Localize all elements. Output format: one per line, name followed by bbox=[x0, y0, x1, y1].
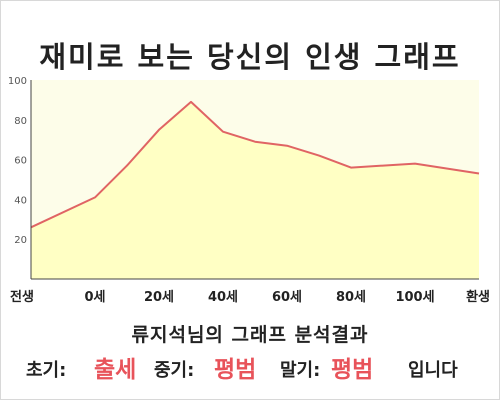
late-value: 평범 bbox=[331, 357, 374, 383]
middle-value: 평범 bbox=[214, 357, 257, 383]
page-title: 재미로 보는 당신의 인생 그래프 bbox=[39, 40, 461, 74]
y-tick-label: 60 bbox=[14, 156, 27, 167]
y-tick-label: 80 bbox=[14, 116, 27, 127]
early-value: 출세 bbox=[94, 357, 137, 383]
y-tick-labels: 20 40 60 80 100 bbox=[8, 76, 27, 246]
x-tick-label: 전생 bbox=[10, 289, 34, 305]
series-line bbox=[30, 100, 480, 229]
x-tick-label: 0세 bbox=[84, 290, 105, 305]
late-label: 말기: bbox=[280, 360, 321, 381]
x-tick-label: 60세 bbox=[272, 290, 302, 305]
x-tick-label: 40세 bbox=[208, 290, 238, 305]
y-tick-label: 40 bbox=[14, 195, 27, 206]
x-tick-label: 80세 bbox=[336, 290, 366, 305]
y-tick-label: 100 bbox=[8, 76, 27, 87]
x-tick-label: 20세 bbox=[144, 290, 174, 305]
result-heading: 류지석님의 그래프 분석결과 bbox=[131, 324, 369, 346]
suffix-text: 입니다 bbox=[408, 360, 458, 381]
x-tick-label: 100세 bbox=[395, 290, 434, 305]
x-tick-labels: 전생 0세 20세 40세 60세 80세 100세 환생 bbox=[10, 289, 490, 305]
life-chart: 20 40 60 80 100 전생 0세 20세 40세 60세 80세 100세 환생 bbox=[8, 76, 490, 305]
result-summary: 초기: 출세 중기: 평범 말기: 평범 입니다 bbox=[14, 346, 494, 386]
early-label: 초기: bbox=[26, 360, 67, 381]
area-fill bbox=[31, 101, 479, 280]
middle-label: 중기: bbox=[154, 360, 195, 381]
x-tick-label: 환생 bbox=[466, 289, 490, 305]
y-tick-label: 20 bbox=[14, 235, 27, 246]
